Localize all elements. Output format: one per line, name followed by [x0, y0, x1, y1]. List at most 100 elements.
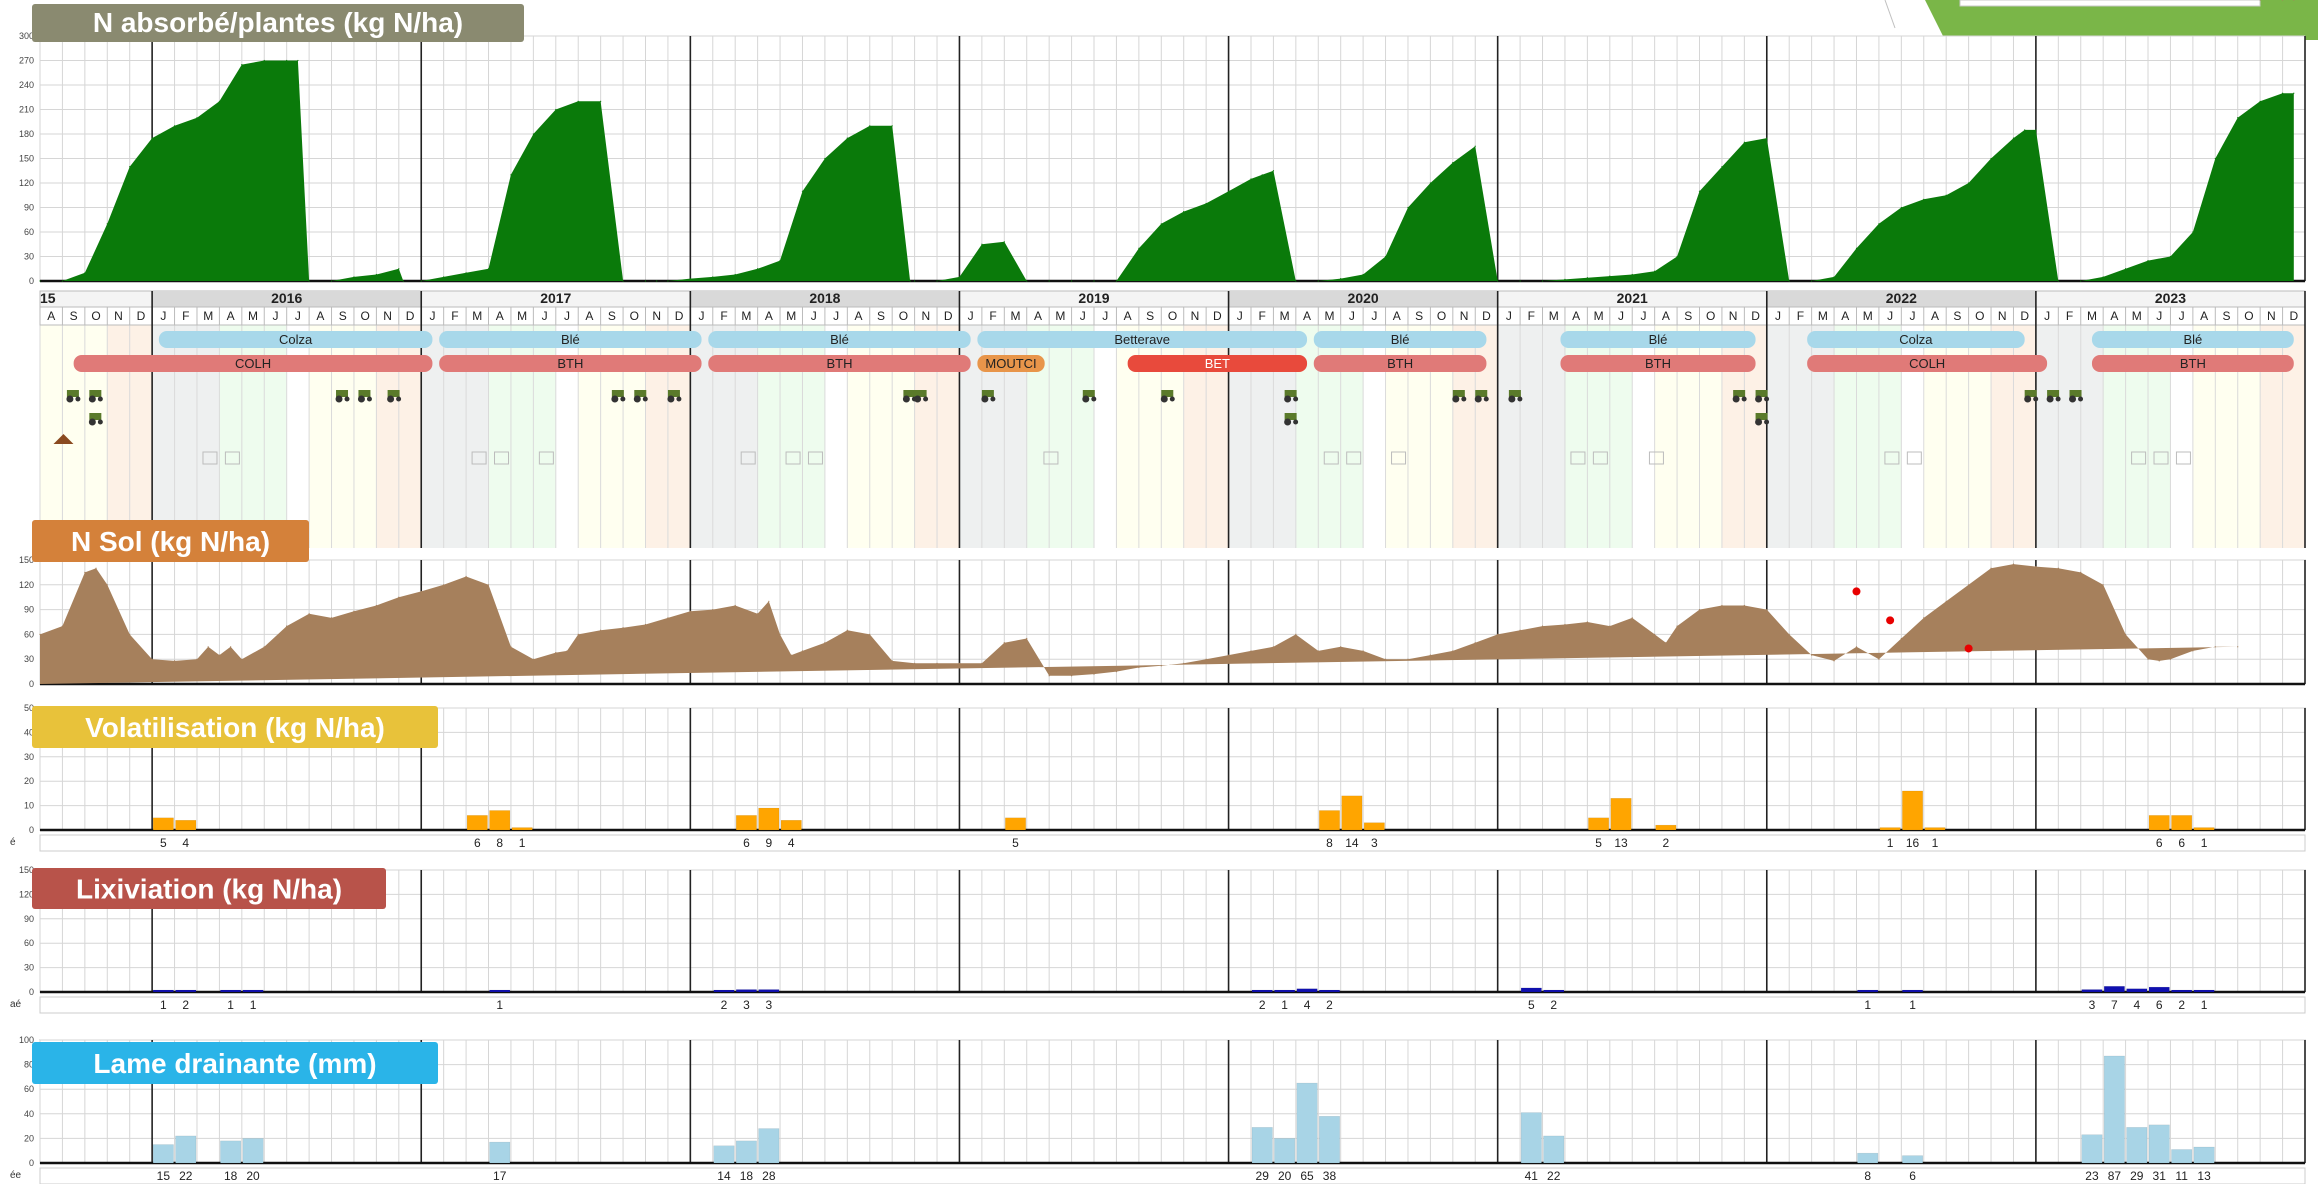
tractor-wheel [1474, 395, 1482, 403]
soil-point [1452, 650, 1454, 652]
volatilisation-value-label: 6 [2178, 836, 2185, 850]
calendar-month-band [264, 325, 287, 548]
month-label: D [1751, 309, 1760, 323]
drainage-value-label: 20 [246, 1169, 260, 1183]
soil-point [981, 662, 983, 664]
operation-marker [785, 451, 801, 465]
tractor-wheel [75, 396, 81, 402]
calendar-month-band [780, 325, 803, 548]
uptake-point [914, 280, 916, 282]
cover-bar [708, 355, 971, 372]
tractor-wheel [2069, 395, 2077, 403]
tractor-body [981, 390, 994, 397]
operation-marker [471, 451, 487, 465]
uptake-point [1295, 280, 1297, 282]
tractor-body [336, 390, 349, 397]
uptake-point [981, 243, 983, 245]
uptake-point [1721, 166, 1723, 168]
uptake-point [1564, 278, 1566, 280]
soil-point [286, 625, 288, 627]
soil-point [2214, 646, 2216, 648]
volatilisation-value-label: 1 [1932, 836, 1939, 850]
calendar-month-band [1834, 325, 1857, 548]
drainage-value-label: 8 [1864, 1169, 1871, 1183]
soil-point [891, 660, 893, 662]
drainage-bar [2081, 1134, 2103, 1164]
cover-bar [1313, 355, 1487, 372]
calendar-month-band [1721, 325, 1745, 548]
uptake-point [1003, 241, 1005, 243]
calendar-month-band [1340, 325, 1364, 548]
soil-point [824, 642, 826, 644]
uptake-point [286, 59, 288, 62]
month-label: N [1460, 309, 1469, 323]
soil-point [1609, 625, 1611, 627]
uptake-point [375, 273, 377, 276]
month-label: J [968, 309, 974, 323]
soil-point [2057, 567, 2059, 569]
volatilisation-bar [175, 819, 197, 831]
drainage-value-label: 38 [1323, 1169, 1337, 1183]
tractor-wheel [1764, 419, 1770, 425]
y-tick-label: 90 [24, 914, 34, 924]
cover-bar [977, 355, 1045, 372]
uptake-point [2214, 157, 2216, 160]
soil-point [2281, 0, 2284, 1]
calendar-month-band [84, 325, 108, 548]
operation-marker [202, 451, 218, 465]
soil-point [2147, 658, 2149, 660]
y-tick-label: 100 [19, 1035, 34, 1045]
volatilisation-bar [1341, 795, 1363, 831]
corner-box [1959, 0, 2261, 7]
soil-point [1407, 658, 1409, 660]
tractor-wheel [387, 395, 395, 403]
calendar-month-band [1632, 325, 1655, 548]
volatilisation-value-label: 5 [1012, 836, 1019, 850]
tractor-wheel [1452, 395, 1460, 403]
soil-point [1878, 658, 1880, 660]
soil-point [1070, 675, 1073, 677]
month-label: M [1863, 309, 1873, 323]
soil-point [207, 646, 209, 648]
uptake-point [402, 280, 404, 282]
y-tick-label: 150 [19, 154, 34, 164]
calendar-month-band [1161, 325, 1184, 548]
soil-point [2158, 660, 2160, 662]
soil-point [555, 651, 557, 654]
uptake-point [644, 280, 647, 282]
year-label: 2018 [809, 290, 840, 306]
uptake-point [577, 100, 579, 102]
tractor-body [611, 390, 624, 397]
calendar-month-band [1991, 325, 2014, 548]
tractor-wheel [1755, 418, 1763, 426]
uptake-point [1900, 206, 1902, 209]
calendar-month-band [600, 325, 624, 548]
uptake-point [757, 268, 759, 270]
leaching-grid: 150 120 90 60 30 0 [19, 865, 2306, 997]
calendar-month-band [1407, 325, 1431, 548]
uptake-point [61, 280, 64, 282]
soil-point [914, 662, 916, 664]
tractor-body [1755, 390, 1768, 397]
uptake-point [1205, 202, 1207, 205]
uptake-title: N absorbé/plantes (kg N/ha) [93, 7, 463, 38]
y-tick-label: 60 [24, 227, 34, 237]
drainage-title: Lame drainante (mm) [93, 1048, 376, 1079]
volatilisation-value-label: 16 [1906, 836, 1920, 850]
tractor-wheel [97, 419, 103, 425]
y-tick-label: 80 [24, 1060, 34, 1070]
month-label: N [114, 309, 123, 323]
calendar-month-band [757, 325, 781, 548]
month-label: F [2066, 309, 2073, 323]
uptake-point [1990, 157, 1992, 160]
cover-label: BTH [1387, 356, 1413, 371]
month-label: S [70, 309, 78, 323]
month-label: S [1415, 309, 1423, 323]
uptake-point [824, 157, 826, 160]
month-label: A [1124, 309, 1132, 323]
uptake-point [84, 272, 86, 274]
calendar-month-band [914, 325, 938, 548]
y-tick-label: 0 [29, 276, 34, 286]
soil-point [241, 658, 243, 660]
uptake-point [218, 100, 221, 102]
